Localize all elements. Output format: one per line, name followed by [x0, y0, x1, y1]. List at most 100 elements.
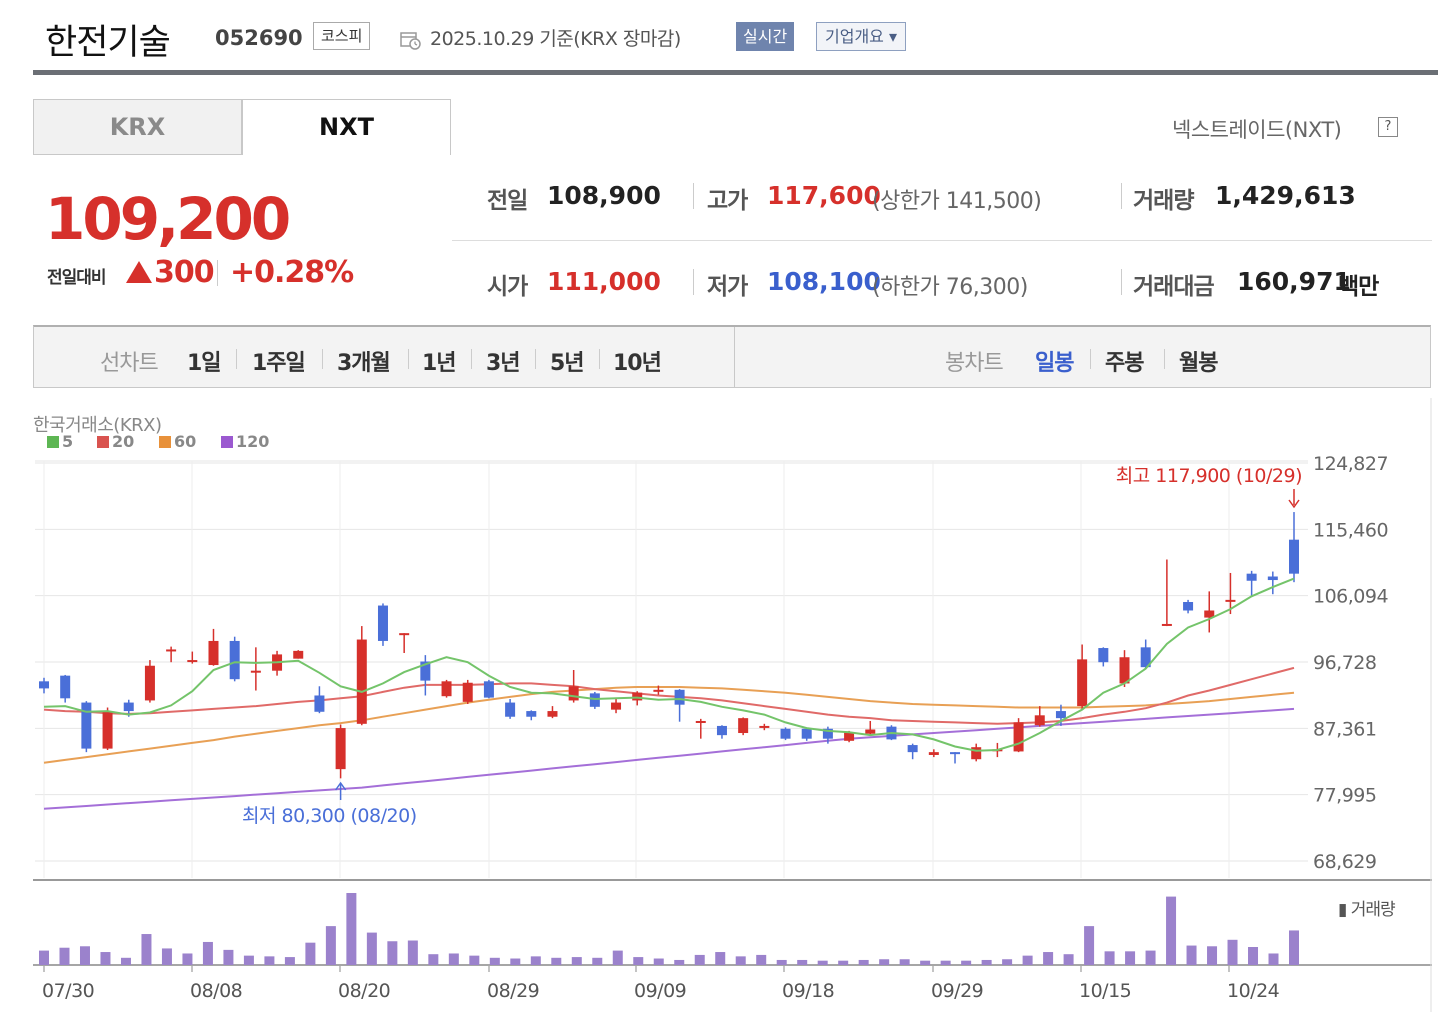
candle-body — [1183, 602, 1194, 611]
legend-label: 60 — [174, 432, 197, 451]
stat-divider — [1121, 183, 1122, 209]
volume-bar — [1289, 930, 1299, 965]
period-divider — [471, 349, 472, 369]
ma5-line — [43, 577, 1295, 752]
ma20-line — [43, 666, 1295, 725]
candle-daily[interactable]: 일봉 — [1035, 351, 1074, 376]
period-10y[interactable]: 10년 — [613, 351, 662, 376]
period-divider — [236, 349, 237, 369]
candle-body — [81, 702, 92, 749]
stats-divider — [452, 240, 1432, 241]
legend-ma60: 60 — [159, 432, 196, 451]
candle-body — [462, 682, 473, 702]
candle-body — [1140, 647, 1151, 668]
x-tick-label: 10/15 — [1079, 980, 1131, 1002]
candle-body — [377, 605, 388, 641]
candle-body — [950, 752, 961, 755]
period-1w[interactable]: 1주일 — [252, 351, 306, 376]
candle-body — [1013, 722, 1024, 752]
exchange-label: 한국거래소(KRX) — [33, 415, 162, 436]
volume-value: 1,429,613 — [1215, 181, 1356, 210]
candle-body — [1267, 576, 1278, 581]
period-3y[interactable]: 3년 — [486, 351, 521, 376]
volume-bar — [817, 960, 828, 965]
period-bar-divider — [734, 327, 735, 388]
low-label: 저가 — [707, 274, 748, 300]
legend-swatch — [159, 436, 171, 448]
volume-bar — [1166, 896, 1177, 965]
volume-bar — [346, 893, 357, 965]
candle-body — [928, 752, 939, 755]
period-divider — [1164, 349, 1165, 369]
volume-bar — [1186, 945, 1197, 965]
legend-label: 120 — [236, 432, 270, 451]
volume-bar — [571, 957, 582, 965]
candle-chart-label: 봉차트 — [945, 351, 1004, 376]
y-tick-label: 87,361 — [1313, 718, 1376, 740]
candle-body — [144, 665, 155, 701]
volume-bar — [469, 955, 480, 965]
candle-body — [1204, 610, 1215, 618]
volume-bar — [264, 956, 275, 965]
price-change: 300 — [154, 255, 215, 290]
volume-bar — [366, 932, 377, 965]
y-tick-label: 106,094 — [1313, 586, 1388, 608]
period-divider — [408, 349, 409, 369]
period-5y[interactable]: 5년 — [550, 351, 585, 376]
help-icon[interactable]: ? — [1378, 117, 1398, 137]
x-tick-label: 09/09 — [634, 980, 686, 1002]
candle-body — [653, 689, 664, 692]
legend-label: 5 — [62, 432, 74, 451]
candle-body — [1246, 573, 1257, 581]
candle-body — [738, 718, 749, 734]
volume-bar — [161, 948, 172, 965]
candle-body — [759, 725, 770, 728]
base-date: 2025.10.29 기준(KRX 장마감) — [430, 28, 681, 50]
candle-body — [39, 681, 49, 689]
company-overview-dropdown[interactable]: 기업개요 ▾ — [816, 22, 906, 51]
period-1d[interactable]: 1일 — [187, 351, 222, 376]
volume-bar — [1248, 947, 1259, 965]
legend-swatch — [47, 436, 59, 448]
y-tick-label: 68,629 — [1313, 851, 1376, 873]
period-3m[interactable]: 3개월 — [337, 351, 391, 376]
legend-label: 20 — [112, 432, 135, 451]
volume-bar — [981, 959, 992, 965]
candle-body — [399, 633, 410, 636]
candle-body — [420, 661, 431, 681]
volume-bar — [1125, 951, 1136, 965]
volume-bar — [674, 959, 685, 965]
nextrade-label: 넥스트레이드(NXT) — [1172, 118, 1342, 142]
volume-bar — [653, 958, 664, 965]
period-1y[interactable]: 1년 — [422, 351, 457, 376]
open-value: 111,000 — [547, 267, 661, 296]
period-divider — [535, 349, 536, 369]
candle-body — [123, 702, 134, 712]
candle-weekly[interactable]: 주봉 — [1105, 351, 1144, 376]
volume-bar — [633, 957, 644, 965]
candle-body — [208, 640, 219, 666]
volume-bar — [1084, 926, 1095, 965]
volume-bar — [530, 956, 541, 965]
volume-bar — [182, 953, 193, 965]
candle-body — [674, 689, 685, 705]
candle-body — [1098, 648, 1109, 663]
volume-bar — [899, 959, 910, 965]
volume-bar — [59, 947, 70, 965]
volume-bar — [510, 958, 521, 965]
realtime-button[interactable]: 실시간 — [736, 22, 795, 51]
candle-body — [314, 695, 325, 712]
volume-bar — [694, 954, 705, 965]
stat-divider — [1121, 269, 1122, 295]
period-divider — [599, 349, 600, 369]
price-change-percent: +0.28% — [230, 255, 354, 290]
candle-body — [547, 711, 558, 717]
volume-bar — [243, 955, 254, 965]
candle-monthly[interactable]: 월봉 — [1179, 351, 1218, 376]
volume-bar — [920, 960, 931, 965]
tab-nxt[interactable]: NXT — [242, 99, 451, 155]
stock-name: 한전기술 — [45, 23, 171, 63]
up-triangle-icon — [126, 261, 152, 283]
tab-krx[interactable]: KRX — [33, 99, 242, 155]
